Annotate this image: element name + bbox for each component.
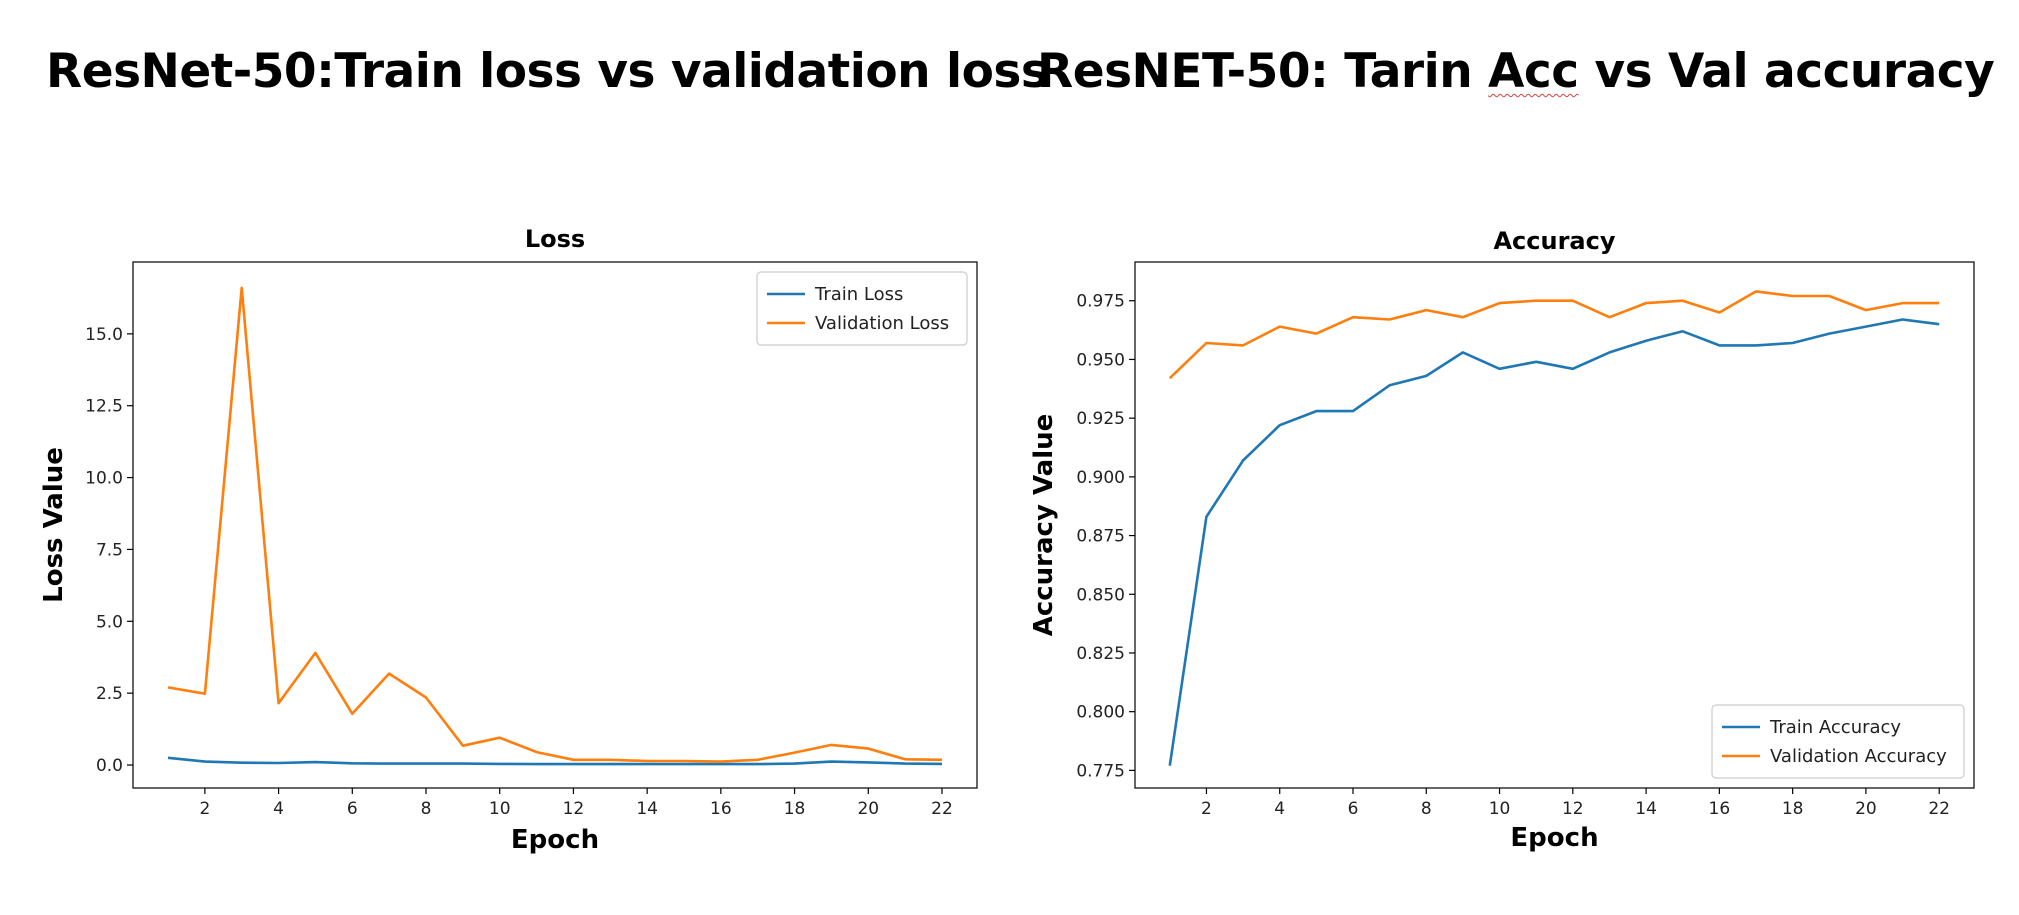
accuracy-y-tick-label: 0.850 xyxy=(1076,585,1125,605)
accuracy-y-tick-label: 0.925 xyxy=(1076,409,1125,429)
accuracy-y-tick-label: 0.825 xyxy=(1076,644,1125,664)
loss-x-tick-label: 18 xyxy=(784,799,806,819)
loss-legend-box xyxy=(756,271,968,346)
accuracy-y-tick-label: 0.775 xyxy=(1076,761,1125,781)
accuracy-x-tick-label: 20 xyxy=(1855,799,1877,819)
accuracy-x-tick-label: 14 xyxy=(1635,799,1657,819)
accuracy-x-tick-label: 16 xyxy=(1709,799,1731,819)
accuracy-y-tick-label: 0.875 xyxy=(1076,527,1125,547)
loss-x-tick-label: 6 xyxy=(347,799,358,819)
accuracy-chart-title: Accuracy xyxy=(1493,227,1615,255)
slide-title-accuracy-suffix: vs Val accuracy xyxy=(1578,44,1995,99)
loss-x-tick-label: 2 xyxy=(199,799,210,819)
accuracy-chart: 2 4 6 8 10 12 14 16 18 20 22 0.775 0.800 0.825 0.850 0.… xyxy=(1029,227,1975,853)
loss-x-tick-label: 22 xyxy=(931,799,953,819)
accuracy-x-tick-label: 10 xyxy=(1489,799,1511,819)
accuracy-series-validation-line xyxy=(1168,290,1940,380)
loss-legend: Train Loss Validation Loss xyxy=(756,271,968,346)
slide-title-accuracy: ResNET-50: Tarin Acc vs Val accuracy xyxy=(1037,44,1995,99)
accuracy-legend-label: Train Accuracy xyxy=(1769,717,1901,738)
accuracy-legend-box xyxy=(1711,704,1965,779)
accuracy-legend-label: Validation Accuracy xyxy=(1770,746,1947,767)
accuracy-x-tick-label: 8 xyxy=(1421,799,1432,819)
accuracy-y-tick-label: 0.800 xyxy=(1076,703,1125,723)
loss-y-tick-label: 12.5 xyxy=(85,397,123,417)
loss-y-tick-label: 15.0 xyxy=(85,325,123,345)
loss-x-tick-label: 12 xyxy=(563,799,585,819)
loss-y-axis-label: Loss Value xyxy=(39,447,69,603)
loss-legend-label: Validation Loss xyxy=(815,313,949,334)
accuracy-plot-frame xyxy=(1134,261,1975,789)
loss-series-validation-line xyxy=(167,286,943,763)
slide-title-loss: ResNet-50:Train loss vs validation loss xyxy=(46,44,1049,99)
loss-chart-title: Loss xyxy=(525,225,585,253)
loss-chart: 2 4 6 8 10 12 14 16 18 20 22 0.0 2.5 5.0 7.5 10.0 12.5 15… xyxy=(39,225,978,855)
slide-title-accuracy-underlined: Acc xyxy=(1488,44,1579,99)
loss-y-tick-label: 10.0 xyxy=(85,469,123,489)
accuracy-y-tick-label: 0.975 xyxy=(1076,292,1125,312)
loss-x-axis-label: Epoch xyxy=(511,825,599,855)
loss-x-tick-label: 8 xyxy=(421,799,432,819)
accuracy-x-tick-label: 18 xyxy=(1782,799,1804,819)
accuracy-x-tick-label: 2 xyxy=(1201,799,1212,819)
loss-x-tick-label: 20 xyxy=(857,799,879,819)
accuracy-series-train-line xyxy=(1168,318,1940,766)
accuracy-x-axis-label: Epoch xyxy=(1510,823,1598,853)
loss-y-tick-label: 7.5 xyxy=(96,540,123,560)
loss-x-tick-label: 16 xyxy=(710,799,732,819)
loss-x-tick-label: 10 xyxy=(489,799,511,819)
loss-y-tick-label: 5.0 xyxy=(96,612,123,632)
accuracy-x-tick-label: 22 xyxy=(1928,799,1950,819)
accuracy-x-tick-label: 6 xyxy=(1348,799,1359,819)
loss-y-tick-label: 0.0 xyxy=(96,756,123,776)
accuracy-y-axis-label: Accuracy Value xyxy=(1029,414,1059,637)
accuracy-legend: Train Accuracy Validation Accuracy xyxy=(1711,704,1965,779)
accuracy-x-tick-label: 12 xyxy=(1562,799,1584,819)
accuracy-x-tick-label: 4 xyxy=(1274,799,1285,819)
loss-y-tick-label: 2.5 xyxy=(96,684,123,704)
loss-legend-label: Train Loss xyxy=(814,284,903,305)
loss-plot-frame xyxy=(132,261,978,789)
accuracy-y-tick-label: 0.900 xyxy=(1076,468,1125,488)
loss-x-tick-label: 14 xyxy=(636,799,658,819)
loss-series-train-line xyxy=(167,756,943,766)
accuracy-y-tick-label: 0.950 xyxy=(1076,350,1125,370)
loss-x-tick-label: 4 xyxy=(273,799,284,819)
slide-title-accuracy-prefix: ResNET-50: Tarin xyxy=(1037,44,1489,99)
